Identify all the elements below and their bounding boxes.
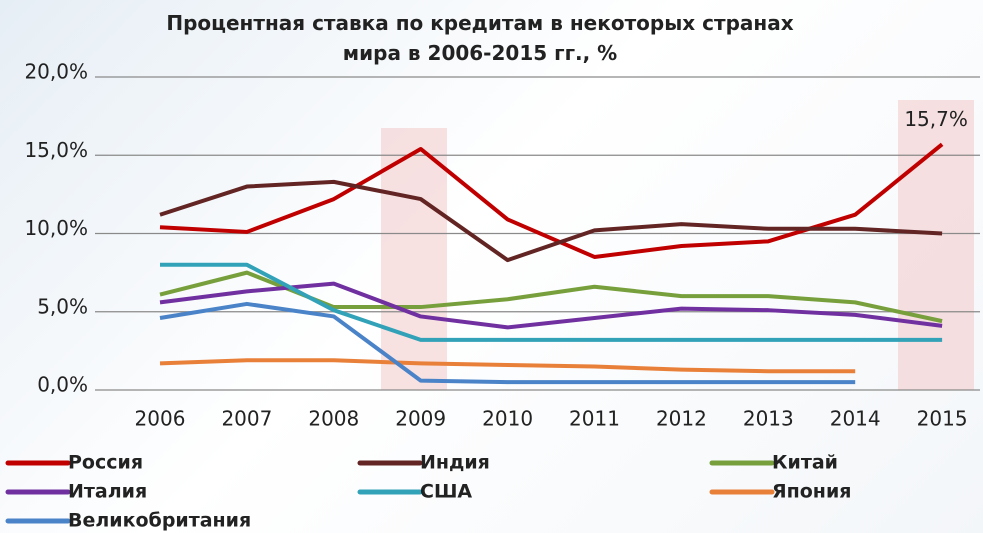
legend-label: Италия bbox=[68, 481, 147, 503]
legend-label: Россия bbox=[68, 452, 143, 474]
series-line bbox=[159, 301, 856, 385]
series-line bbox=[159, 179, 943, 263]
y-tick-label: 5,0% bbox=[37, 294, 88, 318]
chart-title: Процентная ставка по кредитам в некоторы… bbox=[166, 11, 794, 65]
legend-label: Китай bbox=[772, 452, 838, 474]
y-tick-label: 20,0% bbox=[24, 60, 88, 84]
y-tick-label: 15,0% bbox=[24, 138, 88, 162]
series-line bbox=[159, 142, 944, 259]
x-tick-label: 2013 bbox=[743, 407, 794, 431]
x-tick-label: 2014 bbox=[830, 407, 881, 431]
series-line bbox=[159, 281, 943, 330]
series-line bbox=[160, 262, 943, 342]
x-tick-label: 2015 bbox=[917, 407, 968, 431]
x-tick-label: 2009 bbox=[395, 407, 446, 431]
legend-label: Япония bbox=[772, 481, 851, 503]
highlight-band bbox=[898, 100, 974, 390]
x-tick-label: 2012 bbox=[656, 407, 707, 431]
y-tick-label: 0,0% bbox=[37, 373, 88, 397]
x-tick-label: 2007 bbox=[221, 407, 272, 431]
series-line bbox=[159, 358, 856, 374]
data-label: 15,7% bbox=[904, 107, 968, 131]
legend-label: США bbox=[420, 481, 472, 503]
x-tick-label: 2006 bbox=[135, 407, 186, 431]
y-tick-label: 10,0% bbox=[24, 216, 88, 240]
legend-label: Индия bbox=[420, 452, 490, 474]
highlight-band bbox=[381, 128, 447, 390]
legend-label: Великобритания bbox=[68, 510, 251, 532]
x-tick-label: 2011 bbox=[569, 407, 620, 431]
series-line bbox=[159, 270, 943, 324]
x-tick-label: 2008 bbox=[308, 407, 359, 431]
x-tick-label: 2010 bbox=[482, 407, 533, 431]
